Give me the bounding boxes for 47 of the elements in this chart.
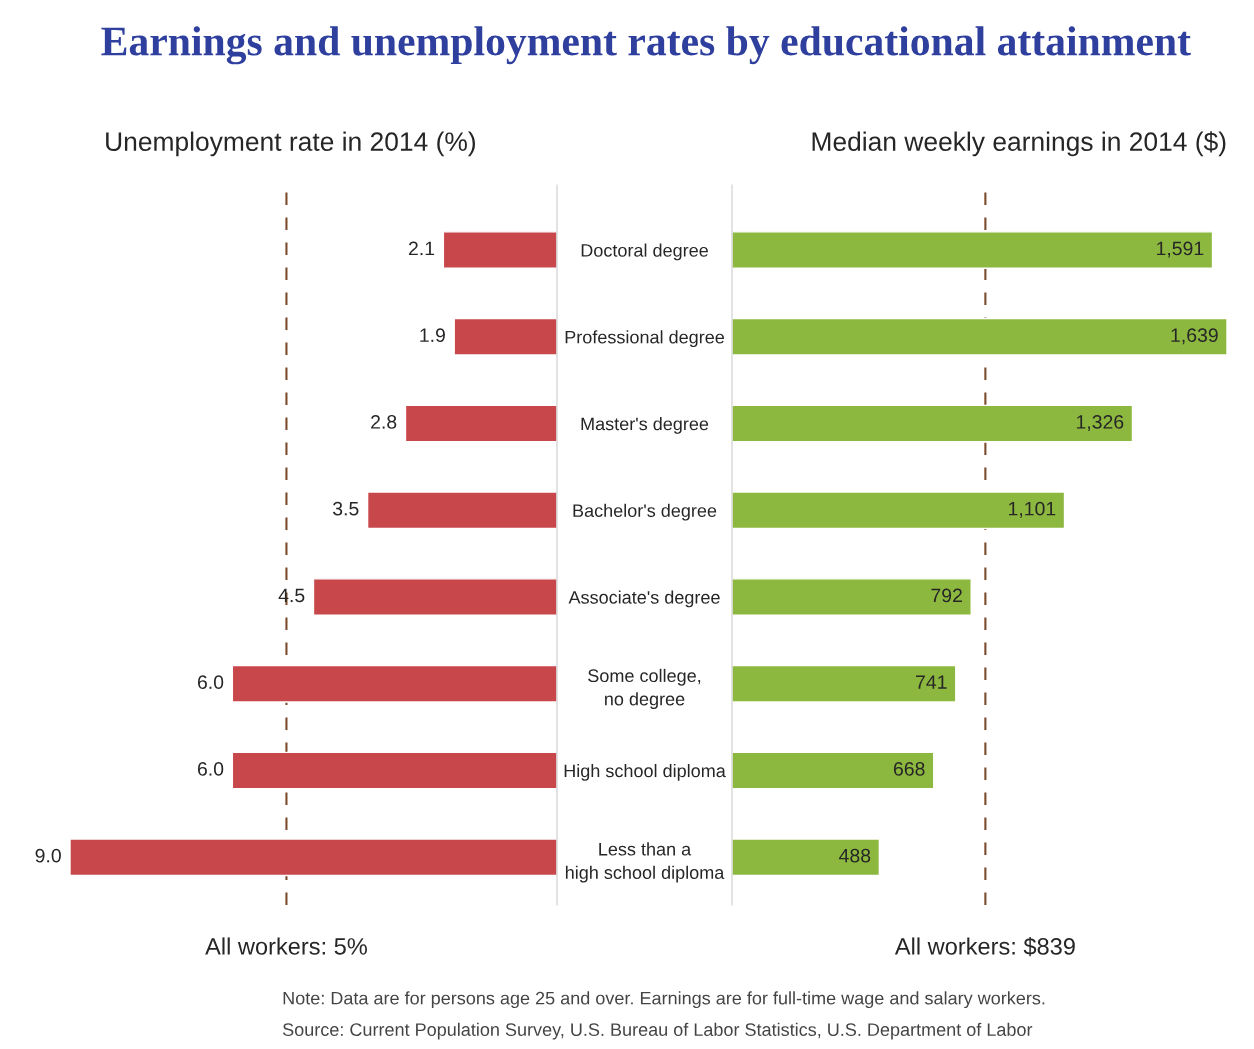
chart-subtitle: Unemployment rate in 2014 (%) (106, 131, 475, 157)
data-label: 1.9 (420, 328, 445, 343)
data-label: 1,326 (1076, 415, 1124, 432)
bar (366, 491, 557, 530)
y-tick-label: Doctoral degree (581, 243, 708, 261)
source-note: Source: Current Population Survey, U.S. Bureau of Labor Statistics, U.S. Department of Labor (282, 1022, 1033, 1040)
data-label: 2.8 (371, 415, 397, 429)
text: Earnings and unemployment rates by educational attainment (101, 26, 1191, 65)
y-tick-label: Bachelor's degree (573, 503, 717, 521)
bar (732, 664, 957, 703)
bar (231, 664, 557, 703)
y-tick-label: Associate's degree (568, 590, 720, 608)
data-label: 2.1 (408, 241, 435, 256)
bar (732, 838, 881, 877)
data-label: 3.5 (332, 501, 359, 516)
bar (732, 317, 1227, 356)
bar (732, 231, 1214, 269)
bar (231, 751, 557, 790)
data-label: 6.0 (197, 675, 224, 690)
y-tick-label: Master's degree (581, 417, 709, 434)
data-label: 4.5 (278, 588, 305, 603)
data-label: 668 (893, 761, 925, 776)
y-tick-label: Less than a high school diploma (565, 842, 725, 883)
y-tick-label: Professional degree (565, 330, 724, 348)
data-label: 9.0 (35, 848, 61, 863)
bar (732, 578, 972, 616)
chart-subtitle: Median weekly earnings in 2014 ($) (812, 131, 1226, 157)
bar (70, 838, 557, 877)
data-label: 792 (931, 588, 962, 603)
data-label: 6.0 (197, 761, 224, 776)
data-label: 741 (916, 675, 947, 689)
y-tick-label: High school diploma (564, 764, 726, 781)
ref-line-label: All workers: $839 (894, 937, 1075, 957)
bar (312, 578, 557, 616)
bar (442, 231, 557, 269)
text: Note: Data are for persons age 25 and over. Earnings are for full-time wage and salary workers. (283, 991, 1045, 1009)
bar (453, 317, 557, 356)
data-label: 1,639 (1171, 328, 1218, 345)
data-label: 1,591 (1157, 241, 1204, 258)
ref-line-label: All workers: 5% (205, 937, 367, 955)
bar (404, 404, 557, 443)
bar (732, 751, 935, 790)
bar (732, 491, 1066, 530)
data-label: 488 (839, 848, 871, 863)
y-tick-label: Some college, no degree (588, 668, 701, 710)
data-label: 1,101 (1009, 501, 1056, 518)
bar (732, 404, 1134, 443)
